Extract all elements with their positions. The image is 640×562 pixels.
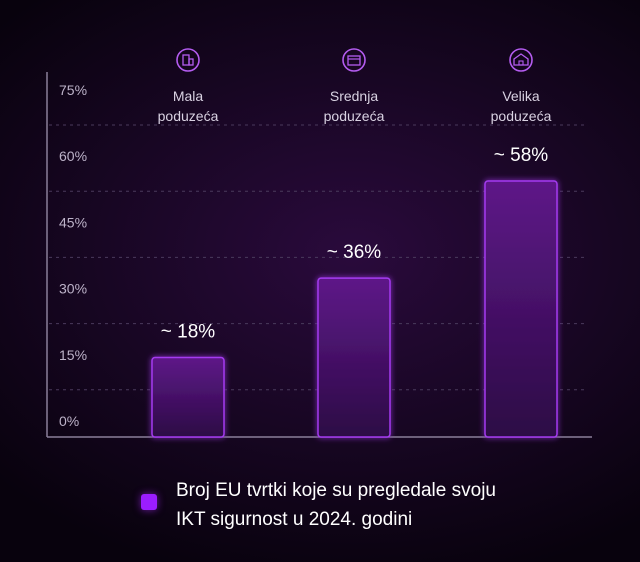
chart: 0% 15% 30% 45% 60% 75% ~ 18% Mala poduzeća ~ 36% S…: [46, 48, 592, 438]
bar-value-label: ~ 18%: [161, 322, 216, 343]
bar-1: [151, 356, 225, 438]
y-tick-label: 15%: [59, 347, 87, 363]
y-tick-label: 45%: [59, 214, 87, 230]
bar-chart-svg: 0% 15% 30% 45% 60% 75% ~ 18% Mala poduzeća ~ 36% S…: [46, 48, 592, 438]
y-tick-label: 0%: [59, 413, 79, 429]
bar-2: [317, 277, 391, 438]
category-label: poduzeća: [324, 108, 385, 124]
category-label: Mala: [173, 88, 204, 104]
bar-value-label: ~ 58%: [494, 145, 549, 166]
medium-building-icon: [342, 48, 366, 72]
legend-swatch: [141, 494, 157, 510]
y-tick-label: 60%: [59, 148, 87, 164]
category-label: Velika: [502, 88, 540, 104]
category-label: Srednja: [330, 88, 378, 104]
bar-value-label: ~ 36%: [327, 242, 382, 263]
category-label: poduzeća: [491, 108, 552, 124]
small-building-icon: [176, 48, 200, 72]
large-building-icon: [509, 48, 533, 72]
legend: Broj EU tvrtki koje su pregledale svoju …: [141, 476, 516, 534]
legend-label: Broj EU tvrtki koje su pregledale svoju …: [176, 480, 496, 530]
category-label: poduzeća: [158, 108, 219, 124]
y-tick-label: 30%: [59, 281, 87, 297]
bar-3: [484, 180, 558, 438]
y-tick-label: 75%: [59, 82, 87, 98]
